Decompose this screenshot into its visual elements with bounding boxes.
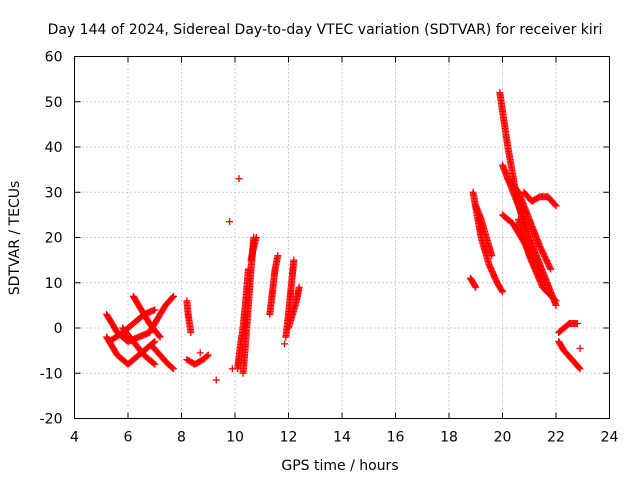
- x-tick-label: 22: [547, 430, 565, 446]
- y-tick-label: 50: [45, 95, 63, 111]
- data-point: [547, 265, 555, 273]
- y-tick-label: 60: [45, 50, 63, 66]
- data-point: [499, 288, 506, 296]
- data-point: [471, 282, 479, 290]
- data-point: [290, 256, 298, 264]
- series-arc-g1: [520, 188, 560, 210]
- data-point: [204, 351, 212, 359]
- isolated-data-point: [228, 365, 236, 373]
- y-tick-label: 20: [45, 231, 63, 247]
- grid-lines: [74, 56, 610, 419]
- data-point: [546, 264, 554, 272]
- y-tick-label: 10: [45, 276, 63, 292]
- data-points: [103, 89, 584, 384]
- series-arc-a7: [148, 342, 177, 373]
- y-tick-label: 0: [54, 321, 63, 337]
- x-tick-label: 8: [177, 430, 186, 446]
- data-point: [151, 360, 159, 368]
- y-tick-label: 40: [45, 140, 63, 156]
- data-point: [541, 277, 549, 285]
- series-arc-f2: [499, 161, 560, 309]
- data-point: [551, 296, 559, 304]
- x-tick-label: 16: [387, 430, 405, 446]
- series-arc-c3: [247, 234, 260, 264]
- y-tick-label: 30: [45, 185, 63, 201]
- x-tick-label: 24: [601, 430, 619, 446]
- data-point: [168, 293, 176, 301]
- series-arc-e3: [472, 202, 496, 260]
- data-point: [150, 359, 158, 367]
- x-axis-label: GPS time / hours: [281, 458, 398, 474]
- data-point: [575, 364, 583, 372]
- series-arc-c2: [239, 234, 258, 377]
- y-axis-label: SDTVAR / TECUs: [7, 181, 23, 296]
- data-point: [187, 329, 195, 337]
- x-tick-label: 14: [333, 430, 351, 446]
- series-arc-h1: [555, 319, 581, 337]
- data-point: [295, 283, 303, 291]
- data-point: [576, 365, 584, 373]
- data-point: [169, 292, 177, 300]
- x-tick-label: 12: [280, 430, 298, 446]
- isolated-data-point: [235, 175, 243, 183]
- series-arc-e1: [466, 274, 480, 291]
- axis-ticks: 4 6 8 10 12 14 16 18 20 22 24 -20 -10 0 10 20 30 40 50 60: [40, 50, 619, 446]
- series-arc-d1: [266, 252, 282, 318]
- chart-title: Day 144 of 2024, Sidereal Day-to-day VTE…: [48, 22, 603, 38]
- x-tick-label: 20: [494, 430, 512, 446]
- data-point: [252, 234, 260, 241]
- series-arc-a6: [145, 292, 177, 337]
- data-point: [169, 365, 177, 373]
- data-point: [551, 201, 559, 209]
- series-arc-a4: [119, 324, 159, 368]
- series-arc-h2: [555, 338, 584, 373]
- data-point: [156, 333, 164, 341]
- data-point: [274, 252, 282, 260]
- isolated-data-point: [196, 349, 204, 357]
- series-arc-g2: [499, 211, 549, 287]
- y-tick-label: -10: [40, 366, 63, 382]
- series-arc-b1: [183, 297, 195, 337]
- data-point: [155, 332, 163, 340]
- data-point: [151, 338, 159, 346]
- isolated-data-point: [576, 344, 584, 352]
- data-point: [498, 287, 506, 295]
- data-point: [541, 279, 549, 287]
- data-point: [552, 202, 560, 210]
- x-tick-label: 18: [440, 430, 458, 446]
- isolated-data-point: [280, 340, 288, 348]
- x-tick-label: 10: [226, 430, 244, 446]
- data-point: [203, 352, 211, 360]
- y-tick-label: -20: [40, 412, 63, 428]
- x-tick-label: 4: [70, 430, 79, 446]
- data-point: [472, 283, 480, 291]
- series-arc-d3: [285, 283, 303, 332]
- isolated-data-point: [212, 376, 220, 384]
- data-point: [488, 252, 496, 260]
- isolated-data-point: [226, 218, 234, 226]
- series-arc-b2: [183, 351, 212, 368]
- data-point: [151, 306, 159, 314]
- data-point: [573, 319, 581, 327]
- x-tick-label: 6: [124, 430, 133, 446]
- data-point: [168, 364, 176, 372]
- data-point: [552, 297, 560, 305]
